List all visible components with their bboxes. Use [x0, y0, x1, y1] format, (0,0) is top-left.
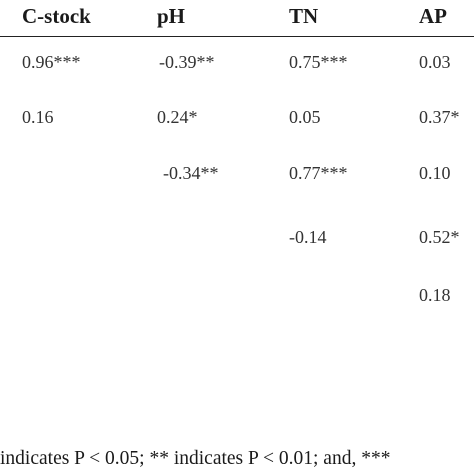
table-cell: 0.96***	[22, 52, 81, 72]
column-header-tn: TN	[289, 4, 319, 28]
table-cell: 0.05	[289, 107, 321, 127]
table-cell: 0.37*	[419, 107, 460, 127]
table-cell: 0.77***	[289, 163, 348, 183]
table-cell: 0.18	[419, 285, 451, 305]
table-cell: 0.10	[419, 163, 451, 183]
table-cell: -0.39**	[159, 52, 215, 72]
table-cell: -0.14	[289, 227, 327, 247]
table-cell: 0.52*	[419, 227, 460, 247]
column-header-ap: AP	[419, 4, 447, 28]
column-header-ph: pH	[157, 4, 186, 28]
table-cell: 0.24*	[157, 107, 198, 127]
header-rule	[0, 36, 474, 37]
table-cell: -0.34**	[163, 163, 219, 183]
table-cell: 0.16	[22, 107, 54, 127]
table-cell: 0.03	[419, 52, 451, 72]
column-header-c-stock: C-stock	[22, 4, 91, 28]
table-cell: 0.75***	[289, 52, 348, 72]
table-footnote: indicates P < 0.05; ** indicates P < 0.0…	[0, 448, 391, 469]
